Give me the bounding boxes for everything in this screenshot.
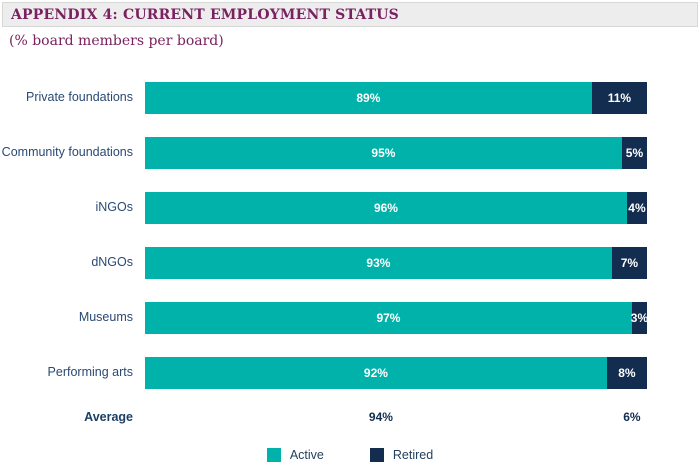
average-row: Average 94% 6% xyxy=(0,402,700,432)
bar-segment-active: 96% xyxy=(145,191,627,224)
bar-track: 96% 4% xyxy=(145,191,647,224)
bar-segment-retired: 8% xyxy=(606,356,647,389)
chart-row: Community foundations 95% 5% xyxy=(0,125,700,180)
bar-segment-retired: 7% xyxy=(611,246,647,279)
category-label: iNGOs xyxy=(95,200,134,215)
bar-track: 97% 3% xyxy=(145,301,649,334)
legend-label-retired: Retired xyxy=(392,448,434,462)
chart-row: Performing arts 92% 8% xyxy=(0,345,700,400)
bar-rows: Private foundations 89% 11% Community found… xyxy=(0,70,700,400)
category-label: Community foundations xyxy=(1,145,133,160)
average-retired-segment: 6% xyxy=(617,410,647,424)
bar-value: 8% xyxy=(618,365,636,380)
category-label: Museums xyxy=(78,310,133,325)
chart-row: Private foundations 89% 11% xyxy=(0,70,700,125)
bar-value: 11% xyxy=(607,90,632,105)
header-band: APPENDIX 4: CURRENT EMPLOYMENT STATUS xyxy=(2,2,698,27)
bar-value: 95% xyxy=(371,145,396,160)
bar-segment-active: 95% xyxy=(145,136,622,169)
bar-value: 92% xyxy=(363,365,388,380)
legend-item-retired: Retired xyxy=(369,448,434,462)
average-active-segment: 94% xyxy=(145,410,617,424)
chart-row: iNGOs 96% 4% xyxy=(0,180,700,235)
bar-track: 93% 7% xyxy=(145,246,647,279)
average-track: 94% 6% xyxy=(145,410,647,424)
page-title: APPENDIX 4: CURRENT EMPLOYMENT STATUS xyxy=(11,6,399,23)
bar-value: 7% xyxy=(620,255,639,270)
chart-row: dNGOs 93% 7% xyxy=(0,235,700,290)
bar-segment-active: 89% xyxy=(145,81,592,114)
chart-row: Museums 97% 3% xyxy=(0,290,700,345)
bar-value: 3% xyxy=(630,310,649,325)
average-label: Average xyxy=(84,410,133,424)
average-active-value: 94% xyxy=(368,410,393,424)
bar-segment-active: 93% xyxy=(145,246,612,279)
bar-value: 4% xyxy=(628,200,646,215)
bar-segment-active: 92% xyxy=(145,356,607,389)
legend-item-active: Active xyxy=(266,448,324,462)
bar-segment-retired: 11% xyxy=(591,81,647,114)
stacked-bar-chart: Private foundations 89% 11% Community found… xyxy=(0,70,700,462)
legend: Active Retired xyxy=(0,448,700,462)
bar-value: 96% xyxy=(373,200,398,215)
active-swatch-icon xyxy=(266,448,281,462)
category-label: Private foundations xyxy=(25,90,133,105)
chart-subtitle: (% board members per board) xyxy=(9,33,224,49)
bar-track: 95% 5% xyxy=(145,136,647,169)
bar-value: 93% xyxy=(366,255,391,270)
retired-swatch-icon xyxy=(369,448,384,462)
average-retired-value: 6% xyxy=(623,410,641,424)
bar-value: 89% xyxy=(356,90,381,105)
bar-segment-retired: 4% xyxy=(626,191,647,224)
bar-segment-retired: 5% xyxy=(621,136,647,169)
legend-label-active: Active xyxy=(289,448,324,462)
bar-value: 97% xyxy=(376,310,401,325)
bar-value: 5% xyxy=(625,145,644,160)
bar-segment-active: 97% xyxy=(145,301,632,334)
bar-track: 92% 8% xyxy=(145,356,647,389)
category-label: Performing arts xyxy=(47,365,133,380)
bar-track: 89% 11% xyxy=(145,81,647,114)
bar-segment-retired: 3% xyxy=(630,301,649,334)
category-label: dNGOs xyxy=(91,255,133,270)
